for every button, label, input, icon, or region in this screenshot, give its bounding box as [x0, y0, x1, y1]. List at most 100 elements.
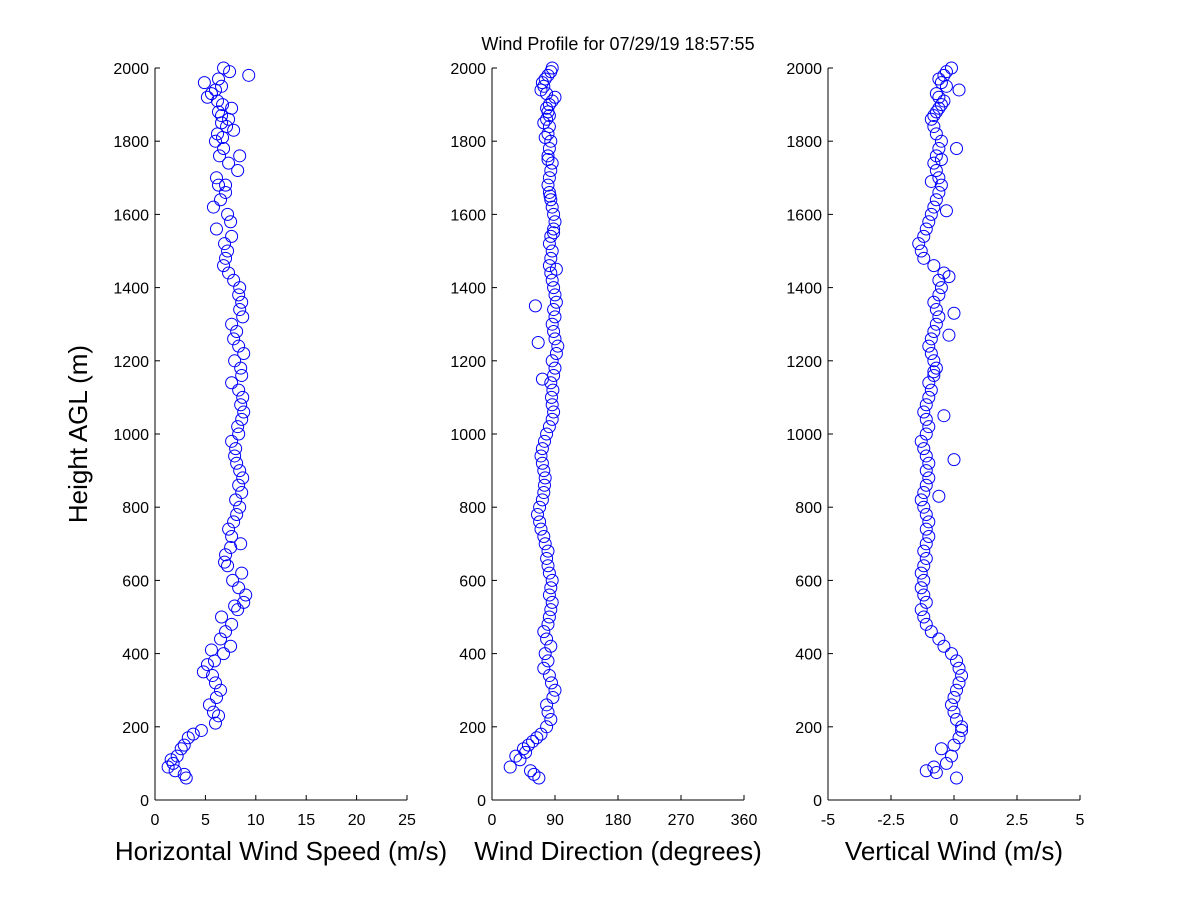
direction-y-tick-label: 1000: [450, 427, 486, 444]
direction-x-axis-label: Wind Direction (degrees): [474, 836, 762, 866]
vertical-data-point: [929, 766, 943, 780]
vertical-data-point: [934, 281, 948, 295]
direction-y-tick-label: 1400: [450, 281, 486, 298]
vertical-data-point: [952, 676, 966, 690]
vertical-data-point: [914, 244, 928, 258]
direction-data-point: [538, 537, 552, 551]
vertical-data-point: [937, 409, 951, 423]
speed-data-point: [177, 767, 191, 781]
speed-data-point: [237, 595, 251, 609]
speed-data-point: [232, 383, 246, 397]
direction-data-point: [533, 515, 547, 529]
vertical-data-point: [929, 87, 943, 101]
speed-data-point: [177, 738, 191, 752]
vertical-data-point: [929, 193, 943, 207]
vertical-data-point: [919, 551, 933, 565]
speed-data-point: [233, 500, 247, 514]
direction-data-point: [545, 200, 559, 214]
speed-data-point: [242, 68, 256, 82]
direction-data-point: [541, 617, 555, 631]
direction-data-point: [545, 573, 559, 587]
vertical-data-point: [934, 153, 948, 166]
vertical-data-point: [950, 771, 964, 785]
direction-data-point: [537, 529, 551, 543]
vertical-data-point: [932, 185, 946, 199]
vertical-data-point: [927, 109, 941, 123]
vertical-data-point: [955, 669, 969, 683]
speed-data-point: [226, 573, 240, 587]
direction-data-point: [545, 390, 558, 404]
vertical-data-point: [917, 251, 931, 265]
direction-data-point: [517, 742, 530, 756]
vertical-y-tick-label: 1800: [786, 134, 822, 151]
vertical-data-point: [922, 339, 936, 353]
direction-data-point: [526, 734, 540, 748]
speed-data-point: [196, 665, 210, 679]
direction-data-point: [547, 325, 561, 339]
speed-data-point: [234, 537, 248, 551]
speed-data-point: [232, 339, 246, 353]
vertical-data-point: [922, 471, 936, 485]
direction-data-point: [537, 486, 551, 500]
speed-data-point: [215, 610, 229, 624]
direction-data-point: [546, 383, 560, 397]
vertical-data-point: [944, 698, 958, 712]
direction-data-point: [535, 442, 549, 456]
direction-axes: 0 200 400 600 800 1000 1200 1400 1600 1800 2000 0 90…: [450, 61, 761, 866]
vertical-data-point: [927, 365, 941, 379]
direction-data-point: [524, 764, 537, 778]
direction-data-point: [541, 544, 555, 558]
speed-data-point: [197, 76, 211, 90]
direction-data-point: [541, 178, 555, 192]
speed-data-point: [209, 691, 223, 705]
vertical-data-point: [950, 712, 964, 726]
vertical-x-tick-label: 0: [950, 812, 959, 829]
vertical-data-point: [932, 171, 946, 185]
vertical-data-point: [924, 383, 938, 397]
vertical-data-point: [917, 544, 931, 558]
direction-data-point: [545, 273, 559, 287]
speed-data-point: [234, 398, 248, 412]
speed-data-point: [230, 456, 244, 470]
vertical-data-point: [917, 442, 931, 456]
speed-data-point: [208, 716, 222, 730]
direction-data-point: [542, 588, 556, 602]
direction-data-point: [548, 310, 562, 324]
speed-data-point: [239, 588, 253, 602]
direction-data-point: [540, 720, 554, 734]
speed-data-point: [217, 142, 231, 156]
speed-data-point: [232, 427, 246, 441]
speed-data-point: [217, 647, 231, 661]
direction-data-point: [538, 471, 552, 485]
speed-data-point: [217, 259, 231, 273]
speed-data-point: [166, 756, 180, 770]
vertical-data-point: [919, 398, 933, 412]
direction-data-point: [545, 412, 559, 426]
vertical-data-point: [927, 325, 941, 339]
vertical-data-point: [950, 142, 964, 156]
speed-data-point: [208, 676, 222, 690]
vertical-data-point: [947, 691, 961, 705]
vertical-data-point: [932, 489, 946, 503]
direction-data-point: [540, 101, 554, 115]
speed-data-point: [214, 632, 228, 646]
direction-data-point: [509, 749, 523, 763]
speed-data-point: [212, 72, 226, 86]
direction-y-tick-label: 1200: [450, 354, 486, 371]
speed-data-point: [200, 90, 214, 104]
direction-data-point: [545, 61, 559, 75]
speed-data-point: [219, 548, 233, 562]
direction-data-point: [545, 676, 558, 690]
vertical-data-point: [952, 83, 966, 97]
direction-data-point: [534, 449, 548, 463]
vertical-data-point: [929, 105, 943, 119]
vertical-data-point: [912, 237, 926, 251]
vertical-data-point: [922, 420, 936, 434]
speed-data-point: [235, 368, 249, 382]
direction-data-point: [551, 339, 565, 353]
speed-data-point: [170, 749, 184, 763]
vertical-data-point: [919, 478, 933, 492]
vertical-data-point: [932, 632, 946, 646]
direction-data-point: [542, 420, 556, 434]
